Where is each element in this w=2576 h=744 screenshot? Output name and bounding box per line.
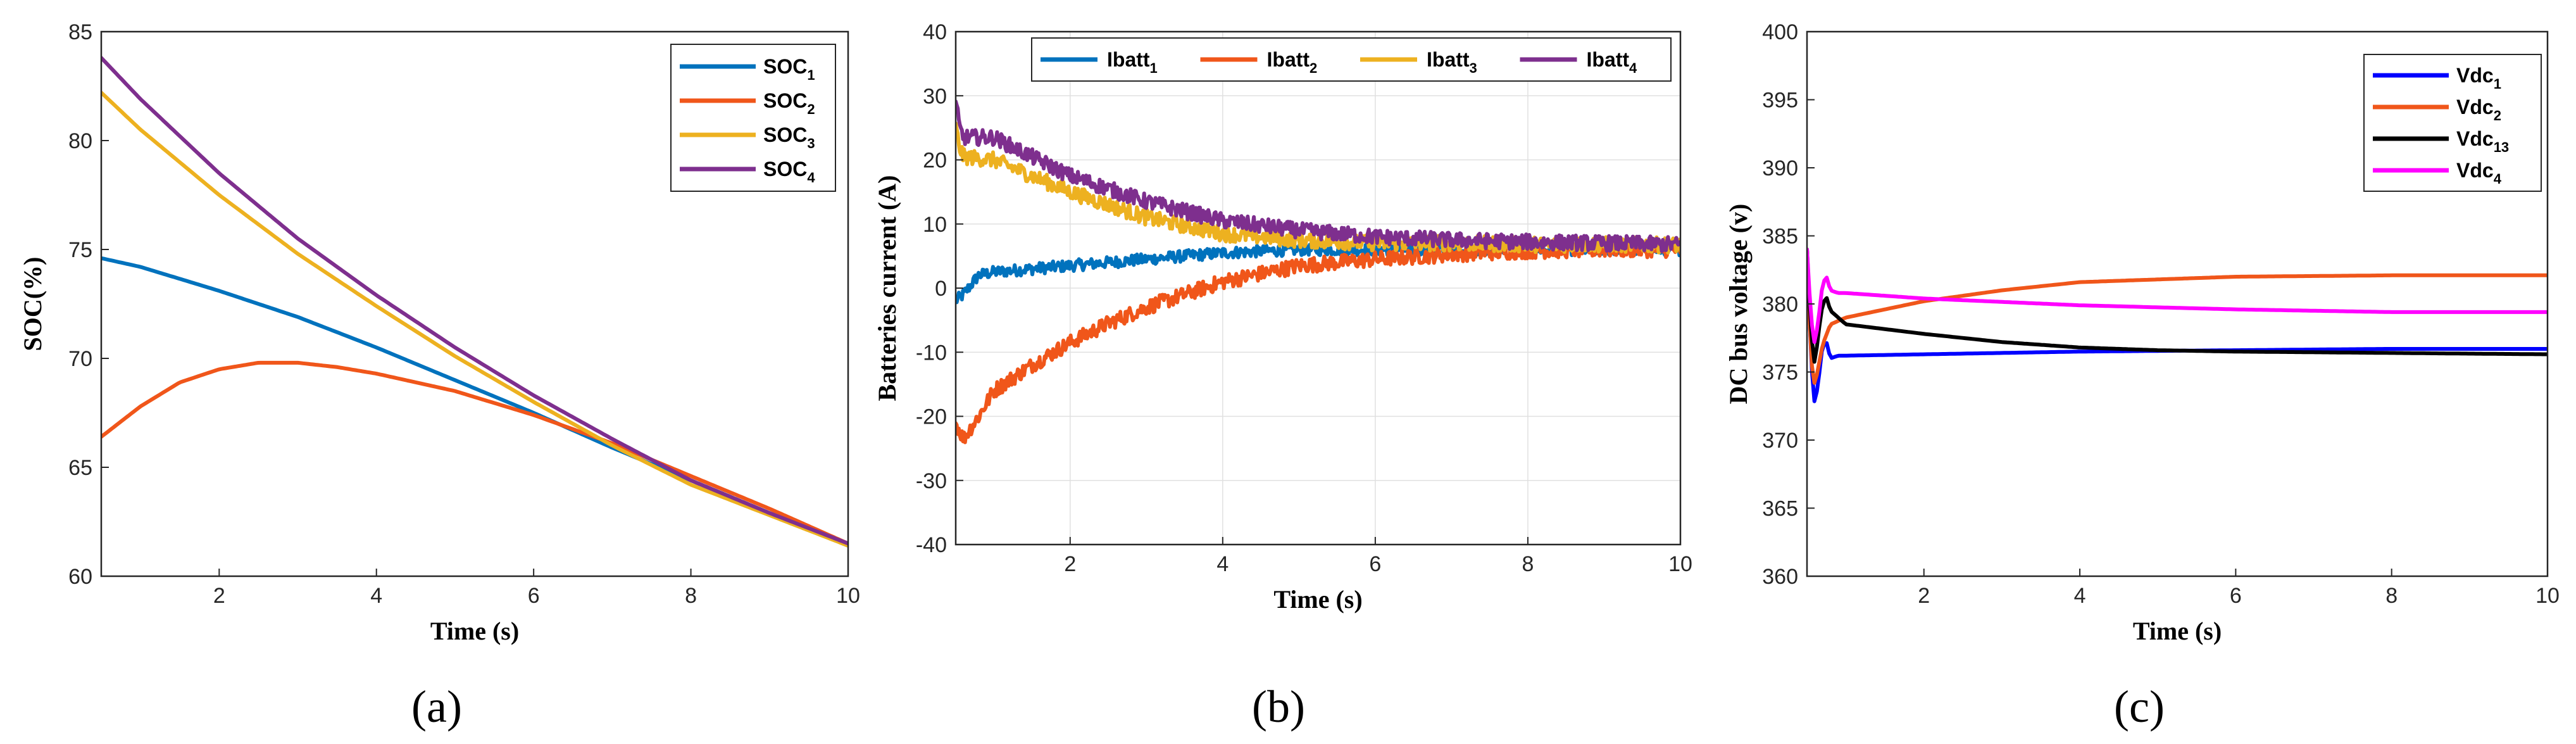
x-tick-label: 10 bbox=[836, 584, 860, 608]
x-axis-title: Time (s) bbox=[430, 617, 519, 645]
series-line-soc4 bbox=[101, 56, 848, 546]
axes-frame bbox=[100, 30, 849, 577]
chart-b: 2 4 6 8 10 -40 -30 -20 -10 0 10 20 30 40 Time (s) Batte… bbox=[873, 20, 1692, 732]
x-axis-title: Time (s) bbox=[2133, 617, 2222, 645]
y-tick-label: -20 bbox=[916, 405, 947, 429]
x-tick-label: 2 bbox=[1064, 552, 1076, 576]
x-tick-label: 6 bbox=[2230, 584, 2242, 608]
y-tick-label: 10 bbox=[923, 213, 947, 237]
x-tick-label: 8 bbox=[685, 584, 697, 608]
x-axis-title: Time (s) bbox=[1273, 585, 1362, 614]
y-tick-label: 370 bbox=[1762, 429, 1798, 453]
x-tick-label: 6 bbox=[528, 584, 540, 608]
x-tick-label: 4 bbox=[2074, 584, 2086, 608]
y-axis-title: Batteries current (A) bbox=[873, 175, 901, 401]
y-tick-label: 395 bbox=[1762, 89, 1798, 113]
y-tick-label: 380 bbox=[1762, 293, 1798, 317]
legend: Ibatt1 Ibatt2 Ibatt3 Ibatt4 bbox=[1031, 37, 1672, 82]
y-tick-label: 365 bbox=[1762, 497, 1798, 521]
x-tick-label: 2 bbox=[1918, 584, 1930, 608]
y-tick-label: 0 bbox=[935, 277, 947, 301]
y-tick-label: 40 bbox=[923, 20, 947, 44]
y-tick-label: 390 bbox=[1762, 156, 1798, 180]
chart-c: 2 4 6 8 10 360 365 370 375 380 385 390 395 400 Time (s… bbox=[1724, 20, 2560, 732]
y-tick-label: 85 bbox=[68, 20, 92, 44]
y-axis-title: DC bus voltage (v) bbox=[1724, 204, 1753, 405]
y-tick-label: 30 bbox=[923, 84, 947, 108]
y-tick-label: 385 bbox=[1762, 225, 1798, 249]
panel-label: (a) bbox=[411, 681, 462, 732]
y-tick-label: 70 bbox=[68, 347, 92, 371]
y-tick-label: -10 bbox=[916, 341, 947, 365]
x-tick-label: 8 bbox=[2385, 584, 2398, 608]
x-tick-label: 4 bbox=[370, 584, 382, 608]
x-tick-label: 6 bbox=[1369, 552, 1381, 576]
chart-a: 2 4 6 8 10 60 65 70 75 80 85 Time (s) SOC(%) SOC1SOC2… bbox=[18, 20, 860, 732]
x-tick-label: 8 bbox=[1522, 552, 1534, 576]
y-tick-label: 65 bbox=[68, 456, 92, 480]
y-tick-label: 375 bbox=[1762, 361, 1798, 385]
x-tick-label: 10 bbox=[1668, 552, 1692, 576]
series-line-soc2 bbox=[101, 360, 848, 546]
y-tick-label: 400 bbox=[1762, 20, 1798, 44]
panel-label: (c) bbox=[2114, 681, 2165, 732]
y-tick-label: 80 bbox=[68, 129, 92, 153]
series-line-vdc4 bbox=[1807, 248, 2548, 344]
y-tick-label: 75 bbox=[68, 238, 92, 262]
x-tick-label: 2 bbox=[213, 584, 225, 608]
y-tick-label: -40 bbox=[916, 533, 947, 557]
y-tick-label: -30 bbox=[916, 469, 947, 493]
panel-label: (b) bbox=[1252, 681, 1305, 732]
legend-box bbox=[670, 44, 836, 192]
series-line-soc3 bbox=[101, 91, 848, 548]
series-line-vdc13 bbox=[1807, 248, 2548, 364]
y-tick-label: 360 bbox=[1762, 565, 1798, 589]
y-tick-label: 60 bbox=[68, 565, 92, 589]
x-tick-label: 4 bbox=[1216, 552, 1229, 576]
y-tick-label: 20 bbox=[923, 149, 947, 173]
x-tick-label: 10 bbox=[2535, 584, 2560, 608]
y-axis-title: SOC(%) bbox=[18, 257, 47, 351]
series-line-ibatt4 bbox=[956, 99, 1680, 253]
